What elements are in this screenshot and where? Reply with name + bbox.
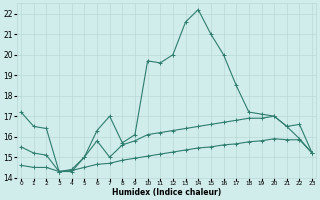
X-axis label: Humidex (Indice chaleur): Humidex (Indice chaleur) bbox=[112, 188, 221, 197]
